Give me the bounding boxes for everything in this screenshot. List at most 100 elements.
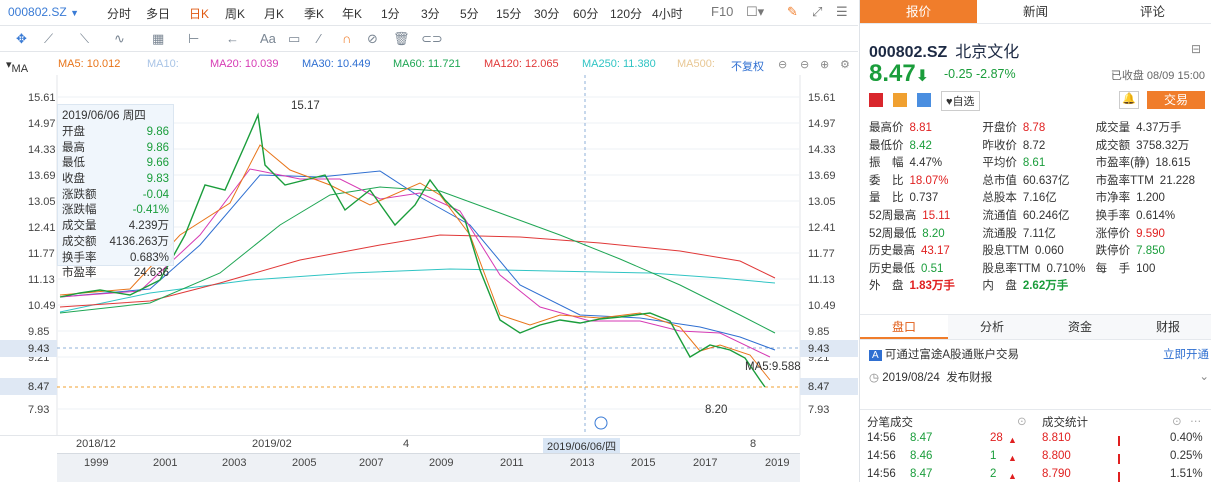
settings-gear-icon[interactable]: ⚙ bbox=[840, 59, 850, 71]
info-key: 市盈率 bbox=[62, 267, 97, 280]
year-scroller[interactable]: 1999 2001 2003 2005 2007 2009 2011 2013 … bbox=[57, 453, 800, 482]
stats-key: 股息率TTM bbox=[982, 262, 1041, 275]
text-tool-icon[interactable]: Aa bbox=[260, 31, 276, 46]
stats-cell: 最高价 8.81 bbox=[869, 120, 982, 138]
f10-button[interactable]: F10 bbox=[711, 4, 734, 19]
magnet-tool-icon[interactable]: ∩ bbox=[342, 31, 352, 46]
stat-price: 8.810 bbox=[1042, 432, 1071, 444]
info-value: 0.683% bbox=[129, 251, 169, 264]
pencil-icon[interactable]: ✎ bbox=[787, 4, 798, 19]
year-tick: 2003 bbox=[222, 457, 247, 469]
stats-cell: 总股本 7.16亿 bbox=[982, 190, 1095, 208]
stats-value: 18.07% bbox=[909, 174, 949, 187]
stats-value: 2.62万手 bbox=[1022, 280, 1069, 293]
tf-yuek[interactable]: 月K bbox=[264, 7, 285, 21]
y-tick: 12.41 bbox=[808, 222, 836, 234]
tf-jik[interactable]: 季K bbox=[304, 7, 325, 21]
tf-niank[interactable]: 年K bbox=[342, 7, 363, 21]
y-tick: 14.33 bbox=[808, 144, 836, 156]
year-tick: 2011 bbox=[500, 457, 524, 469]
info-key: 涨跌额 bbox=[62, 188, 97, 201]
tf-fenshi[interactable]: 分时 bbox=[107, 7, 132, 21]
tf-120min[interactable]: 120分 bbox=[610, 7, 643, 21]
settings-icon[interactable]: ⊙ bbox=[1017, 416, 1027, 428]
more-icon[interactable]: ⋯ bbox=[1190, 416, 1202, 428]
up-arrow-icon: ▲ bbox=[1008, 471, 1017, 481]
tab-orderbook[interactable]: 盘口 bbox=[860, 315, 948, 339]
arrow-tool-icon[interactable]: ← bbox=[226, 31, 239, 46]
ma-label: MA bbox=[11, 63, 29, 75]
stats-key: 涨停价 bbox=[1095, 227, 1131, 240]
stats-cell bbox=[1096, 278, 1209, 296]
open-account-link[interactable]: 立即开通 bbox=[1163, 349, 1209, 361]
clock-icon: ◷ bbox=[869, 372, 880, 384]
up-arrow-icon: ▲ bbox=[1008, 453, 1017, 463]
lightning-icon bbox=[893, 93, 907, 107]
wave-tool-icon[interactable]: ∿ bbox=[114, 31, 125, 46]
bell-icon[interactable]: 🔔 bbox=[1119, 91, 1139, 109]
tf-duori[interactable]: 多日 bbox=[146, 7, 171, 21]
stats-value: 4.37万手 bbox=[1136, 122, 1182, 134]
tab-comments[interactable]: 评论 bbox=[1139, 5, 1165, 19]
year-tick: 2005 bbox=[292, 457, 317, 469]
stats-cell: 振 幅 4.47% bbox=[869, 155, 982, 173]
grid-tool-icon[interactable]: ▦ bbox=[152, 31, 165, 46]
tf-zhouk[interactable]: 周K bbox=[225, 7, 246, 21]
tab-financials[interactable]: 财报 bbox=[1155, 320, 1180, 334]
event-marker-icon[interactable] bbox=[594, 416, 608, 430]
tf-1min[interactable]: 1分 bbox=[381, 7, 400, 21]
info-value: 9.86 bbox=[146, 141, 169, 154]
ma-toggle[interactable]: ▾ MA bbox=[6, 59, 29, 75]
hide-circle-icon[interactable]: ⊖ bbox=[778, 59, 788, 71]
adjust-selector[interactable]: 不复权 bbox=[731, 61, 764, 73]
minus-circle-icon[interactable]: ⊖ bbox=[800, 59, 810, 71]
stats-cell: 股息率TTM 0.710% bbox=[982, 261, 1095, 279]
stats-row: 52周最高 15.11 流通值 60.246亿 换手率 0.614% bbox=[869, 208, 1209, 226]
fullscreen-icon[interactable]: ⤢ bbox=[812, 4, 823, 19]
delete-tool-icon[interactable]: 🗑 bbox=[393, 31, 410, 46]
badge-row: ♥自选 🔔 交易 bbox=[869, 91, 1209, 111]
tf-rik[interactable]: 日K bbox=[189, 7, 210, 21]
tf-4hour[interactable]: 4小时 bbox=[652, 7, 683, 21]
collapse-icon[interactable]: ⊟ bbox=[1190, 42, 1201, 56]
stats-key: 历史最高 bbox=[869, 245, 915, 258]
ma500-value: MA500: bbox=[677, 58, 715, 70]
list-icon[interactable]: ☰ bbox=[836, 4, 848, 19]
link-tool-icon[interactable]: ⊂⊃ bbox=[421, 31, 443, 46]
settings-icon[interactable]: ⊙ bbox=[1172, 416, 1182, 428]
tab-news[interactable]: 新闻 bbox=[1022, 5, 1048, 19]
chevron-down-icon[interactable]: ⌄ bbox=[1199, 371, 1209, 383]
tf-15min[interactable]: 15分 bbox=[496, 7, 522, 21]
stats-cell: 成交量 4.37万手 bbox=[1096, 120, 1209, 138]
stats-value: 1.200 bbox=[1136, 192, 1165, 205]
checkbox-icon[interactable]: ☐▾ bbox=[746, 4, 765, 19]
crosshair-tool-icon[interactable]: ✥ bbox=[16, 31, 27, 46]
tab-quote[interactable]: 报价 bbox=[860, 0, 977, 23]
range-tool-icon[interactable]: ⊢ bbox=[188, 31, 200, 46]
y-tick: 11.13 bbox=[28, 274, 55, 286]
stats-cell: 外 盘 1.83万手 bbox=[869, 278, 982, 296]
plus-circle-icon[interactable]: ⊕ bbox=[820, 59, 830, 71]
tab-analysis[interactable]: 分析 bbox=[979, 320, 1004, 334]
tf-60min[interactable]: 60分 bbox=[573, 7, 599, 21]
watchlist-button[interactable]: ♥自选 bbox=[941, 91, 980, 111]
stats-key: 跌停价 bbox=[1095, 245, 1131, 258]
line-tool-icon[interactable]: ⟋ bbox=[44, 31, 54, 46]
y-tick: 13.69 bbox=[808, 170, 836, 182]
last-price-value: 8.47 bbox=[869, 60, 916, 87]
tf-3min[interactable]: 3分 bbox=[421, 7, 440, 21]
tf-5min[interactable]: 5分 bbox=[460, 7, 479, 21]
comment-tool-icon[interactable]: ▭ bbox=[288, 31, 301, 46]
stat-bar bbox=[1118, 454, 1120, 464]
symbol-selector[interactable]: 000802.SZ ▼ bbox=[8, 5, 79, 19]
ray-tool-icon[interactable]: ⟍ bbox=[80, 31, 90, 46]
stats-value: 3758.32万 bbox=[1136, 139, 1190, 152]
eraser-tool-icon[interactable]: ⁄ bbox=[318, 31, 321, 46]
stats-key: 流通值 bbox=[982, 209, 1017, 222]
tab-capital[interactable]: 资金 bbox=[1067, 320, 1092, 334]
year-tick: 2013 bbox=[570, 457, 595, 469]
tf-30min[interactable]: 30分 bbox=[534, 7, 560, 21]
trade-button[interactable]: 交易 bbox=[1147, 91, 1205, 109]
ma20-value: MA20: 10.039 bbox=[210, 58, 279, 70]
hide-tool-icon[interactable]: ⊘ bbox=[367, 31, 378, 46]
